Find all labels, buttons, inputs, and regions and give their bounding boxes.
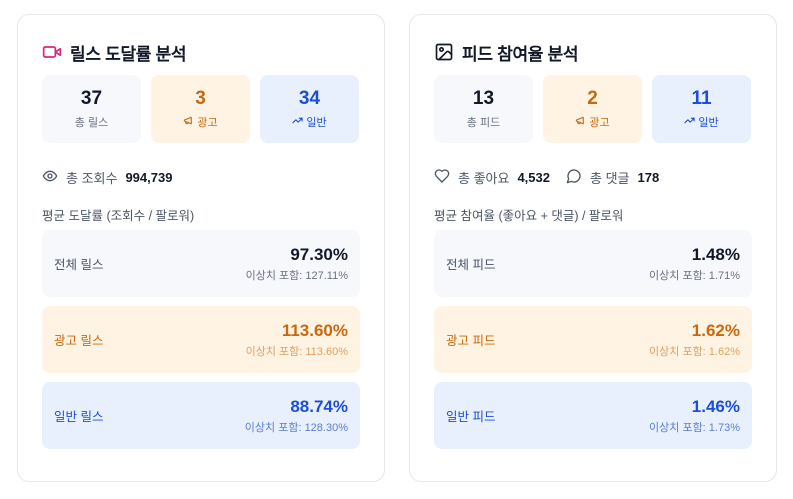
rate-row-all-feed: 전체 피드 1.48% 이상치 포함: 1.71% bbox=[434, 230, 752, 297]
reels-avg-subtitle: 평균 도달률 (조회수 / 팔로워) bbox=[42, 209, 195, 223]
total-likes: 총 좋아요 4,532 bbox=[434, 168, 550, 187]
stat-normal-feed: 11 일반 bbox=[652, 75, 751, 143]
rate-row-ad-reels: 광고 릴스 113.60% 이상치 포함: 113.60% bbox=[42, 306, 360, 373]
comment-icon bbox=[566, 168, 590, 187]
total-label: 총 조회수 bbox=[66, 170, 118, 186]
reels-card-header: 릴스 도달률 분석 bbox=[42, 39, 360, 65]
rate-label: 일반 피드 bbox=[446, 410, 496, 424]
stat-ad-reels: 3 광고 bbox=[151, 75, 250, 143]
stat-value: 11 bbox=[691, 88, 712, 109]
stat-value: 34 bbox=[298, 88, 321, 109]
stat-value: 13 bbox=[472, 88, 495, 109]
rate-value: 97.30% bbox=[290, 244, 348, 264]
total-label: 총 좋아요 bbox=[458, 170, 510, 186]
rate-value: 113.60% bbox=[281, 320, 348, 340]
feed-totals: 총 좋아요 4,532 총 댓글 178 bbox=[434, 167, 752, 187]
stat-label: 광고 bbox=[589, 117, 610, 129]
reels-reach-card: 릴스 도달률 분석 37 총 릴스 3 광고 34 일반 bbox=[17, 14, 385, 482]
total-label: 총 댓글 bbox=[590, 170, 630, 186]
rate-row-all-reels: 전체 릴스 97.30% 이상치 포함: 127.11% bbox=[42, 230, 360, 297]
video-icon bbox=[42, 42, 62, 62]
stat-label: 일반 bbox=[306, 117, 327, 129]
total-views: 총 조회수 994,739 bbox=[42, 168, 172, 187]
total-value: 994,739 bbox=[125, 169, 173, 185]
stat-value: 37 bbox=[80, 88, 103, 109]
stat-ad-feed: 2 광고 bbox=[543, 75, 642, 143]
rate-outlier: 이상치 포함: 1.71% bbox=[649, 269, 740, 282]
rate-row-ad-feed: 광고 피드 1.62% 이상치 포함: 1.62% bbox=[434, 306, 752, 373]
eye-icon bbox=[42, 168, 66, 187]
stat-total-reels: 37 총 릴스 bbox=[42, 75, 141, 143]
rate-outlier: 이상치 포함: 1.73% bbox=[649, 421, 740, 434]
rate-value: 1.62% bbox=[691, 320, 740, 340]
trending-up-icon bbox=[292, 115, 304, 129]
rate-label: 광고 피드 bbox=[446, 334, 496, 348]
rate-row-normal-feed: 일반 피드 1.46% 이상치 포함: 1.73% bbox=[434, 382, 752, 449]
heart-icon bbox=[434, 168, 458, 187]
stat-value: 3 bbox=[195, 88, 206, 109]
rate-label: 전체 피드 bbox=[446, 258, 496, 272]
rate-label: 광고 릴스 bbox=[54, 334, 104, 348]
rate-outlier: 이상치 포함: 128.30% bbox=[244, 421, 348, 434]
rate-outlier: 이상치 포함: 127.11% bbox=[245, 269, 348, 282]
feed-avg-subtitle: 평균 참여율 (좋아요 + 댓글) / 팔로워 bbox=[434, 209, 624, 223]
stat-label: 일반 bbox=[698, 117, 719, 129]
total-value: 4,532 bbox=[517, 169, 550, 185]
rate-outlier: 이상치 포함: 1.62% bbox=[649, 345, 740, 358]
reels-totals: 총 조회수 994,739 bbox=[42, 167, 360, 187]
stat-label: 총 릴스 bbox=[74, 117, 109, 129]
stat-total-feed: 13 총 피드 bbox=[434, 75, 533, 143]
megaphone-icon bbox=[183, 115, 194, 129]
total-comments: 총 댓글 178 bbox=[566, 168, 659, 187]
rate-label: 일반 릴스 bbox=[54, 410, 104, 424]
rate-outlier: 이상치 포함: 113.60% bbox=[245, 345, 348, 358]
feed-stats: 13 총 피드 2 광고 11 일반 bbox=[434, 75, 752, 143]
rate-value: 88.74% bbox=[290, 396, 348, 416]
trending-up-icon bbox=[684, 115, 696, 129]
stat-value: 2 bbox=[587, 88, 598, 109]
feed-card-header: 피드 참여율 분석 bbox=[434, 39, 752, 65]
rate-row-normal-reels: 일반 릴스 88.74% 이상치 포함: 128.30% bbox=[42, 382, 360, 449]
reels-rate-list: 전체 릴스 97.30% 이상치 포함: 127.11% 광고 릴스 113.6… bbox=[42, 230, 360, 449]
megaphone-icon bbox=[575, 115, 586, 129]
rate-label: 전체 릴스 bbox=[54, 258, 104, 272]
rate-value: 1.46% bbox=[691, 396, 740, 416]
image-icon bbox=[434, 42, 454, 62]
stat-label: 총 피드 bbox=[466, 117, 501, 129]
reels-card-title: 릴스 도달률 분석 bbox=[70, 44, 187, 64]
stat-label: 광고 bbox=[197, 117, 218, 129]
feed-card-title: 피드 참여율 분석 bbox=[462, 44, 579, 64]
feed-rate-list: 전체 피드 1.48% 이상치 포함: 1.71% 광고 피드 1.62% 이상… bbox=[434, 230, 752, 449]
feed-engagement-card: 피드 참여율 분석 13 총 피드 2 광고 11 일반 bbox=[409, 14, 777, 482]
stat-normal-reels: 34 일반 bbox=[260, 75, 359, 143]
total-value: 178 bbox=[637, 169, 660, 185]
rate-value: 1.48% bbox=[691, 244, 740, 264]
reels-stats: 37 총 릴스 3 광고 34 일반 bbox=[42, 75, 360, 143]
